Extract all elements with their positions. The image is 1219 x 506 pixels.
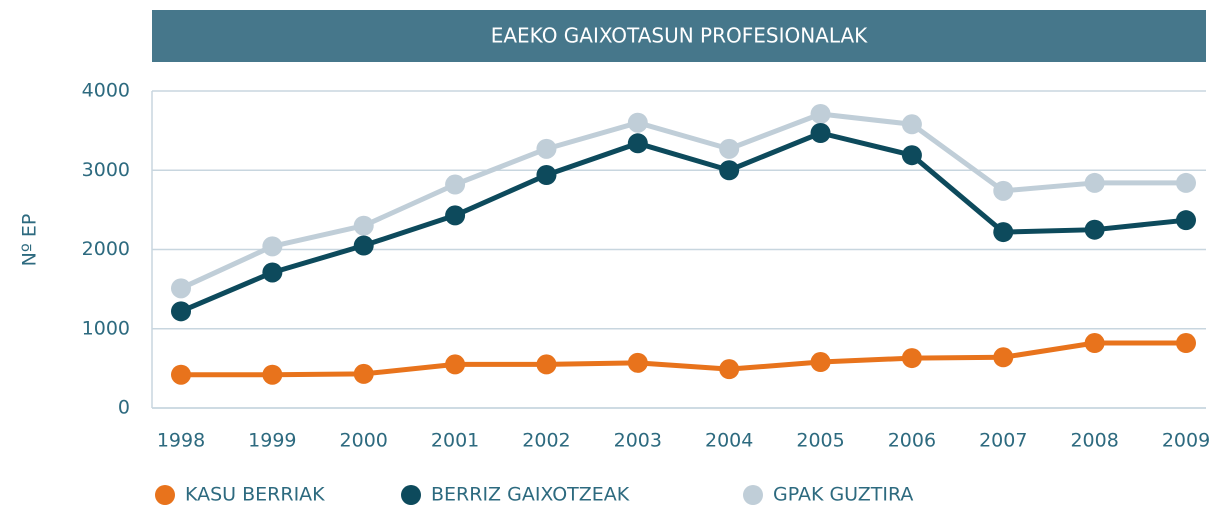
- point: [993, 222, 1014, 243]
- point: [901, 114, 922, 135]
- x-tick-label: 1998: [157, 430, 205, 452]
- point: [810, 123, 831, 144]
- legend-label: GPAK GUZTIRA: [773, 484, 913, 506]
- point: [810, 103, 831, 124]
- point: [993, 180, 1014, 201]
- point: [719, 138, 740, 159]
- point: [445, 354, 466, 375]
- legend-label: KASU BERRIAK: [185, 484, 325, 506]
- series-line: [179, 111, 1186, 291]
- chart-title: EAEKO GAIXOTASUN PROFESIONALAK: [491, 24, 868, 48]
- point: [993, 347, 1014, 368]
- point: [536, 354, 557, 375]
- point: [262, 364, 283, 385]
- point: [719, 160, 740, 181]
- x-tick-label: 1999: [248, 430, 296, 452]
- series-line: [180, 130, 1187, 314]
- legend-swatch: [155, 485, 175, 505]
- point: [627, 112, 648, 133]
- x-tick-label: 2009: [1162, 430, 1210, 452]
- point: [353, 363, 374, 384]
- x-tick-label: 2004: [705, 430, 753, 452]
- y-tick-label: 4000: [82, 80, 130, 102]
- point: [1176, 210, 1196, 231]
- point: [353, 215, 374, 236]
- y-tick-label: 0: [118, 397, 130, 419]
- point: [171, 301, 191, 322]
- point: [445, 205, 466, 226]
- point: [445, 174, 466, 195]
- point: [1084, 333, 1105, 354]
- point: [1176, 333, 1196, 354]
- x-tick-label: 2006: [888, 430, 936, 452]
- point: [536, 165, 557, 186]
- point: [262, 236, 283, 257]
- legend-label: BERRIZ GAIXOTZEAK: [431, 484, 630, 506]
- point: [810, 352, 831, 373]
- point: [262, 262, 283, 283]
- point: [171, 364, 191, 385]
- x-tick-label: 2005: [796, 430, 844, 452]
- legend-swatch: [401, 485, 421, 505]
- point: [719, 359, 740, 380]
- point: [536, 138, 557, 159]
- y-tick-label: 1000: [82, 317, 130, 339]
- point: [1176, 172, 1196, 193]
- x-tick-label: 2007: [979, 430, 1027, 452]
- x-tick-label: 2002: [522, 430, 570, 452]
- x-tick-label: 2000: [340, 430, 388, 452]
- point: [171, 278, 191, 299]
- point: [627, 133, 648, 154]
- x-tick-label: 2008: [1070, 430, 1118, 452]
- point: [1084, 172, 1105, 193]
- point: [901, 145, 922, 166]
- series-line: [181, 340, 1186, 378]
- legend-swatch: [743, 485, 763, 505]
- y-tick-label: 2000: [82, 238, 130, 260]
- point: [901, 348, 922, 369]
- point: [1084, 219, 1105, 240]
- point: [353, 235, 374, 256]
- point: [627, 352, 648, 373]
- x-tick-label: 2003: [614, 430, 662, 452]
- y-tick-label: 3000: [82, 159, 130, 181]
- y-axis-label: Nº EP: [19, 214, 41, 267]
- title-bar: [152, 10, 1206, 62]
- x-tick-label: 2001: [431, 430, 479, 452]
